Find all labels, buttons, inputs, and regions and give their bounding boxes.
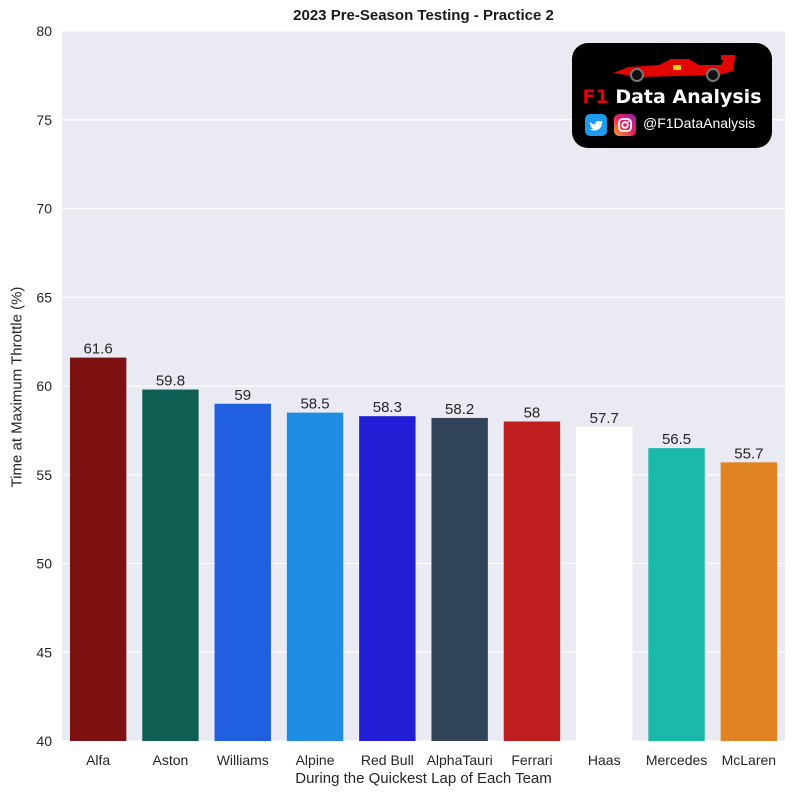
- bar-value-label: 55.7: [734, 445, 763, 462]
- logo-brand: F1 Data Analysis: [572, 86, 772, 108]
- instagram-icon: [614, 114, 636, 136]
- x-tick-label: Alpine: [296, 752, 335, 768]
- y-axis-label: Time at Maximum Throttle (%): [8, 286, 26, 488]
- bar-value-label: 58.2: [445, 401, 474, 418]
- bar: [503, 421, 561, 741]
- bar-value-label: 59.8: [156, 373, 185, 390]
- logo-handle: @F1DataAnalysis: [643, 115, 756, 131]
- bar: [359, 416, 416, 741]
- bar: [431, 417, 488, 741]
- x-tick-label: Red Bull: [361, 752, 414, 768]
- x-tick-label: AlphaTauri: [427, 752, 493, 768]
- x-tick-label: Aston: [153, 752, 189, 768]
- bar-value-label: 58: [524, 405, 541, 422]
- y-tick-label: 60: [36, 378, 52, 394]
- logo-brand-prefix: F1: [582, 86, 609, 108]
- bar: [214, 403, 271, 741]
- logo-brand-text: Data Analysis: [615, 86, 762, 108]
- y-tick-label: 65: [36, 289, 52, 305]
- bar: [142, 389, 199, 741]
- f1-data-analysis-logo: F1 Data Analysis @F1DataAnalysis: [572, 43, 772, 148]
- chart-title: 2023 Pre-Season Testing - Practice 2: [293, 7, 554, 24]
- y-tick-label: 75: [36, 112, 52, 128]
- x-tick-label: Williams: [217, 752, 269, 768]
- x-axis-label: During the Quickest Lap of Each Team: [295, 770, 552, 787]
- y-tick-label: 40: [36, 733, 52, 749]
- bar: [648, 448, 705, 741]
- bar-value-label: 61.6: [84, 341, 113, 358]
- bar-value-label: 59: [234, 387, 251, 404]
- y-tick-label: 80: [36, 23, 52, 39]
- bar-value-label: 58.5: [300, 396, 329, 413]
- bar-value-label: 58.3: [373, 399, 402, 416]
- bar: [720, 462, 778, 741]
- x-tick-label: McLaren: [722, 752, 776, 768]
- x-tick-label: Ferrari: [511, 752, 552, 768]
- race-car-icon: [613, 55, 735, 82]
- y-tick-label: 50: [36, 556, 52, 572]
- x-tick-label: Alfa: [86, 752, 110, 768]
- x-tick-label: Haas: [588, 752, 621, 768]
- bar: [69, 357, 127, 741]
- y-tick-label: 55: [36, 467, 52, 483]
- x-tick-label: Mercedes: [646, 752, 707, 768]
- bar-value-label: 57.7: [590, 410, 619, 427]
- y-tick-label: 70: [36, 201, 52, 217]
- bar: [286, 412, 344, 741]
- y-tick-label: 45: [36, 644, 52, 660]
- twitter-icon: [585, 114, 607, 136]
- bar-value-label: 56.5: [662, 431, 691, 448]
- bar: [576, 426, 633, 741]
